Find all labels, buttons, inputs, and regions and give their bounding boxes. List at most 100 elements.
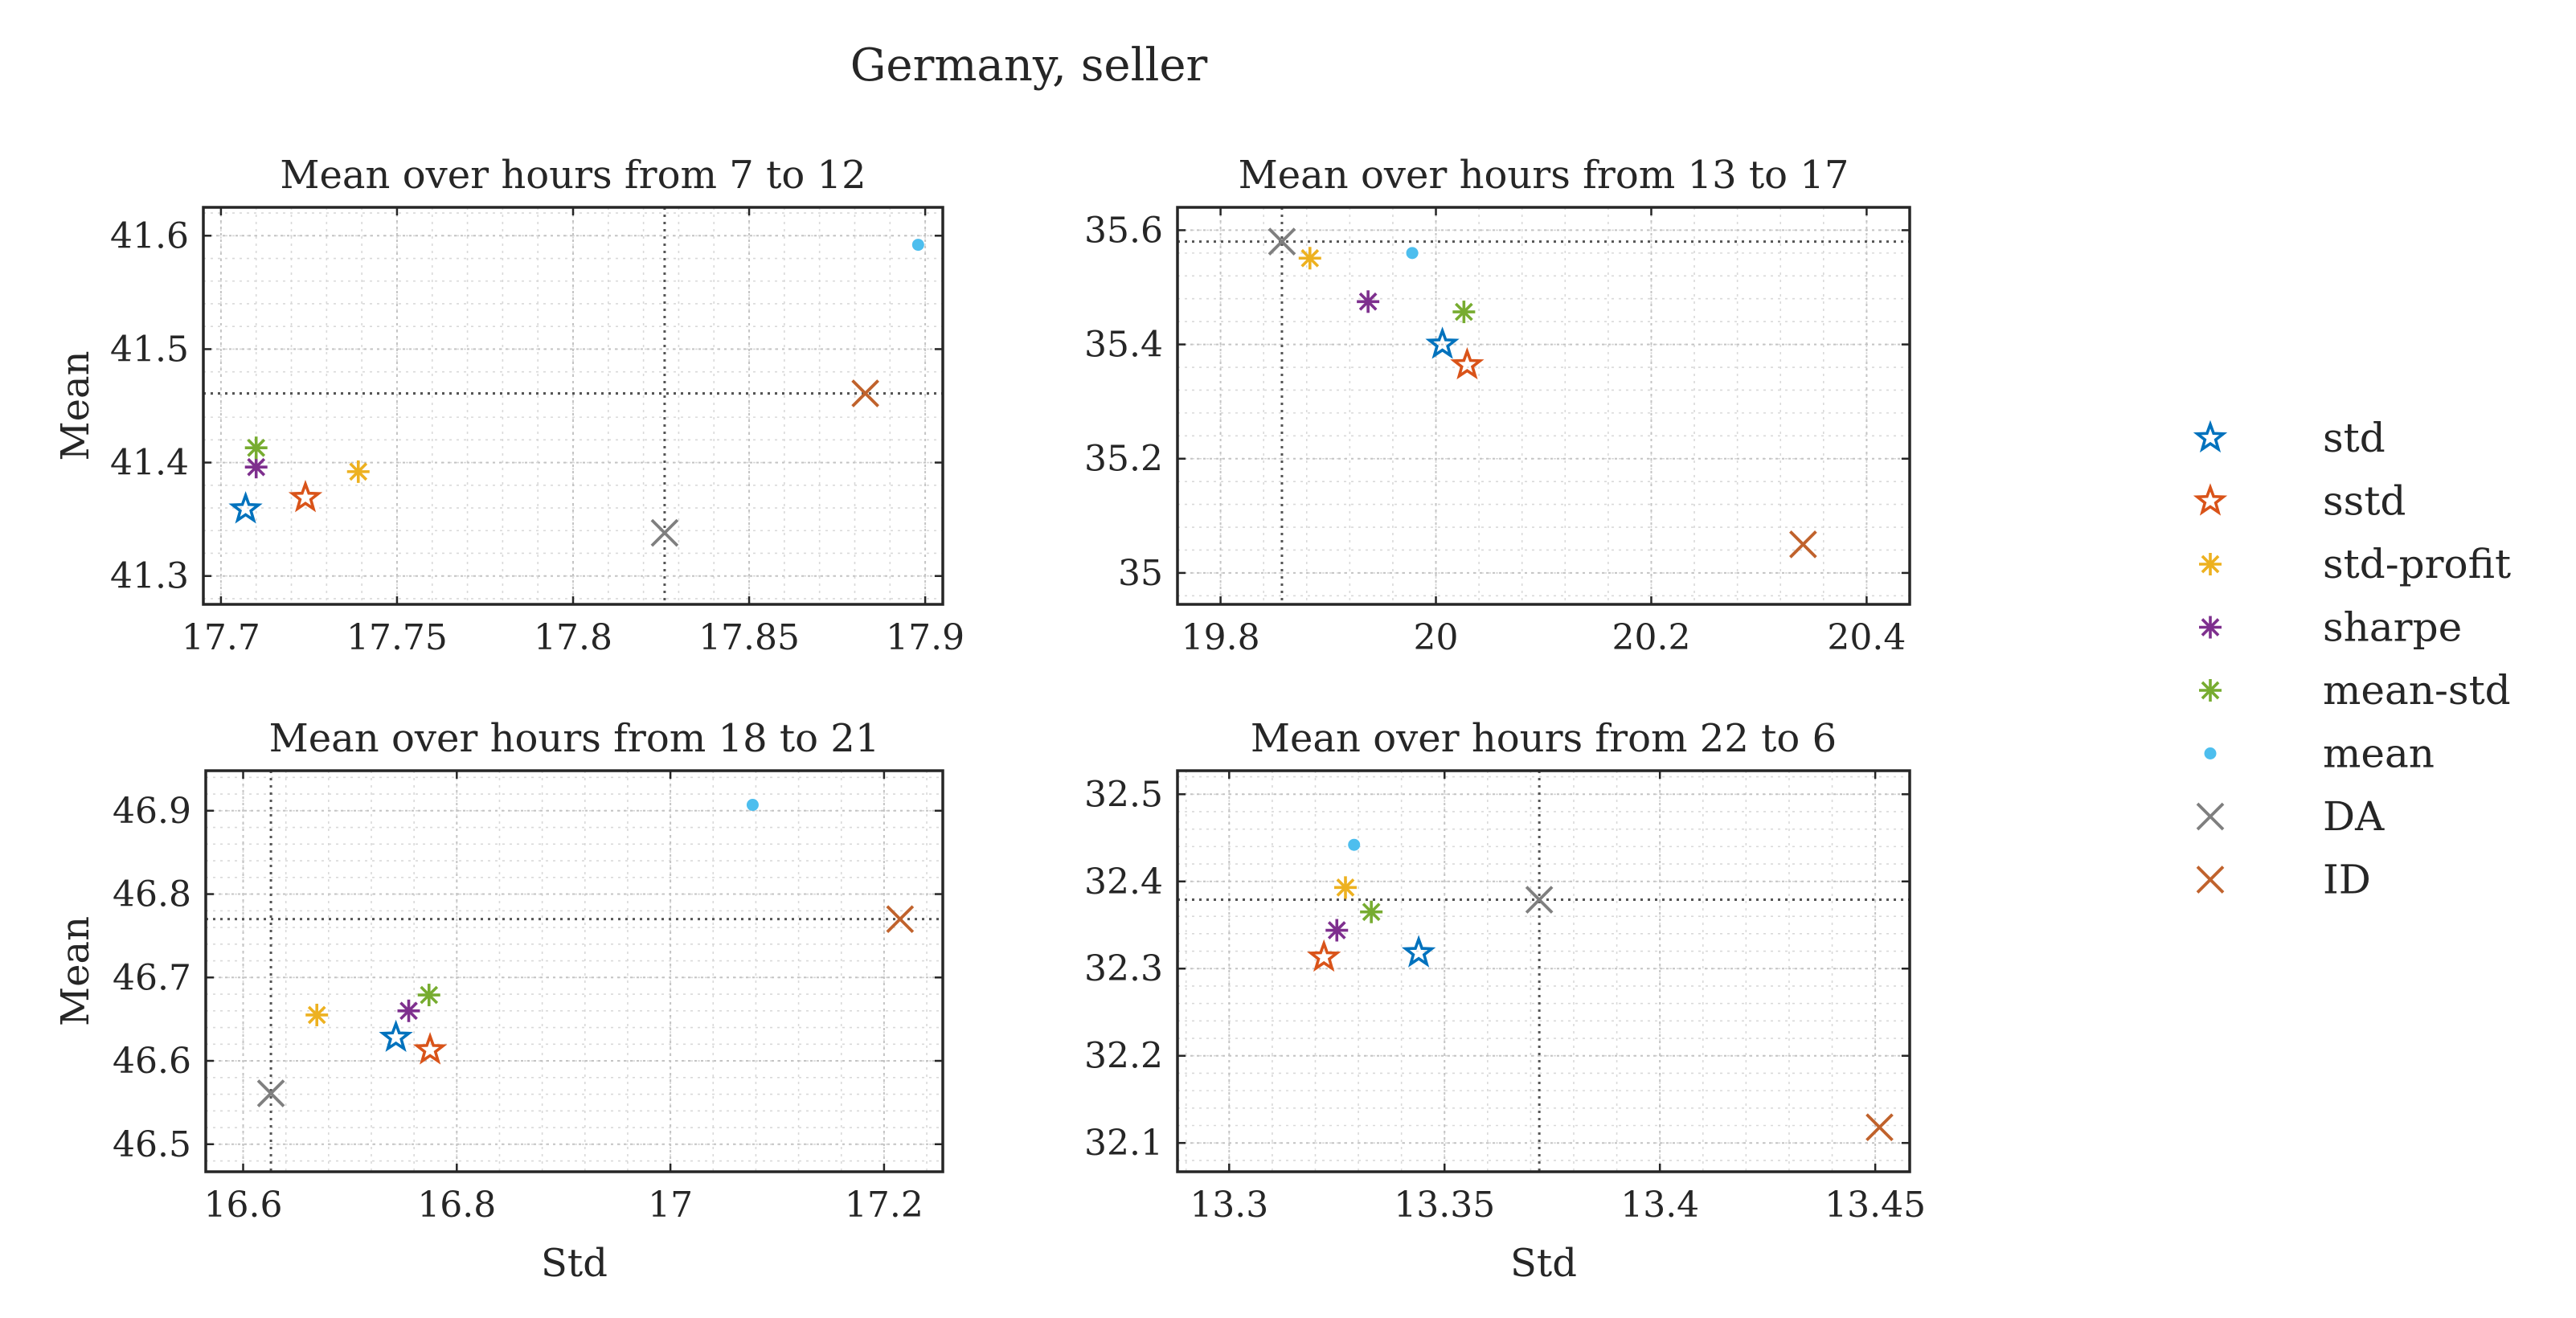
axes-box [1176, 769, 1911, 1173]
legend-label: std [2323, 415, 2386, 461]
legend-marker-std [2193, 420, 2228, 453]
y-tick-label: 35 [1118, 553, 1163, 594]
subplot-2: 19.8 20 20.2 20.4 35 35.2 35.4 35.6 Mean over ho… [1084, 153, 1911, 658]
subplot-title: Mean over hours from 18 to 21 [269, 716, 880, 761]
y-tick-label: 35.2 [1084, 439, 1163, 480]
point-std [1401, 935, 1436, 968]
x-axis-label: Std [1510, 1241, 1577, 1286]
y-tick-label: 41.4 [110, 443, 189, 484]
major-grid [1177, 771, 1910, 1172]
x-tick-label: 13.4 [1620, 1185, 1699, 1226]
y-tick-label: 35.6 [1084, 210, 1163, 251]
legend-label: ID [2323, 857, 2371, 903]
legend-marker-ID [2196, 866, 2225, 894]
legend-item-DA: DA [2196, 793, 2385, 840]
y-tick-label: 46.5 [113, 1124, 191, 1165]
point-DA [1268, 227, 1296, 256]
major-grid [203, 207, 943, 604]
point-sstd [1306, 939, 1341, 972]
legend-marker-mean [2204, 747, 2217, 759]
subplot-title: Mean over hours from 22 to 6 [1251, 716, 1837, 761]
x-tick-label: 17.75 [346, 617, 448, 658]
y-tick-label: 46.7 [113, 957, 191, 998]
x-tick-label: 13.3 [1190, 1185, 1268, 1226]
legend-label: mean [2323, 731, 2435, 777]
minor-grid [206, 771, 943, 1172]
point-DA [650, 518, 679, 547]
x-tick-label: 17.7 [182, 617, 260, 658]
point-sharpe [397, 999, 420, 1022]
legend-marker-std-profit [2199, 553, 2222, 575]
figure-title: Germany, seller [850, 39, 1208, 92]
legend-marker-DA [2196, 802, 2225, 831]
point-mean-std [417, 984, 440, 1007]
point-sstd [1450, 346, 1485, 380]
legend-label: DA [2323, 793, 2385, 840]
point-DA [1525, 886, 1554, 914]
point-mean [1348, 838, 1361, 851]
x-tick-label: 17.85 [698, 617, 800, 658]
point-std [1425, 326, 1460, 359]
point-std-profit [305, 1003, 329, 1026]
y-tick-label: 46.6 [113, 1041, 191, 1082]
x-tick-label: 17.2 [845, 1185, 924, 1226]
y-tick-label: 41.3 [110, 556, 189, 597]
y-tick-label: 46.9 [113, 791, 191, 832]
y-tick-label: 41.6 [110, 215, 189, 256]
legend-marker-mean-std [2199, 679, 2222, 702]
y-tick-label: 32.2 [1084, 1036, 1163, 1077]
legend-item-std: std [2193, 415, 2386, 461]
x-tick-label: 19.8 [1182, 617, 1260, 658]
y-tick-label: 35.4 [1084, 325, 1163, 366]
point-mean-std [244, 436, 268, 460]
point-mean-std [1452, 301, 1476, 324]
x-tick-label: 13.45 [1824, 1185, 1926, 1226]
point-DA [256, 1079, 285, 1107]
legend-label: std-profit [2323, 541, 2511, 587]
legend-item-ID: ID [2196, 857, 2371, 903]
y-tick-label: 32.4 [1084, 862, 1163, 903]
point-sstd [288, 480, 323, 513]
x-tick-label: 17.8 [534, 617, 612, 658]
x-tick-label: 17 [648, 1185, 693, 1226]
x-tick-label: 20.2 [1612, 617, 1690, 658]
point-std-profit [1333, 876, 1357, 899]
major-grid [1177, 207, 1910, 604]
major-grid [206, 771, 943, 1172]
y-axis-label: Mean [53, 350, 98, 460]
point-ID [886, 905, 915, 934]
subplot-1: 17.7 17.75 17.8 17.85 17.9 41.3 41.4 41.5 41.6 Me… [53, 153, 964, 658]
y-tick-label: 46.8 [113, 874, 191, 915]
point-sharpe [1357, 290, 1380, 313]
y-tick-label: 41.5 [110, 329, 189, 370]
x-tick-label: 17.9 [886, 617, 964, 658]
y-axis-label: Mean [53, 916, 98, 1026]
legend: std sstd std-profit sharpe mean-std mean DA ID [2193, 415, 2511, 903]
x-tick-label: 16.8 [417, 1185, 496, 1226]
legend-item-sharpe: sharpe [2199, 604, 2462, 651]
x-tick-label: 13.35 [1394, 1185, 1495, 1226]
subplot-4: 13.3 13.35 13.4 13.45 32.1 32.2 32.3 32.4 32.5 Me… [1084, 716, 1926, 1286]
axes-box [1176, 206, 1911, 606]
point-std [228, 491, 263, 524]
minor-grid [1177, 771, 1910, 1172]
point-mean [746, 799, 759, 812]
y-tick-label: 32.5 [1084, 774, 1163, 815]
point-sharpe [1325, 919, 1349, 942]
x-axis-label: Std [541, 1241, 608, 1286]
y-tick-label: 32.1 [1084, 1123, 1163, 1164]
point-std [379, 1019, 413, 1052]
axes-box [204, 769, 944, 1173]
legend-marker-sstd [2193, 483, 2228, 516]
point-std-profit [346, 460, 370, 483]
legend-item-std-profit: std-profit [2199, 541, 2511, 587]
legend-label: mean-std [2323, 667, 2511, 714]
point-mean [911, 239, 924, 252]
x-tick-label: 20.4 [1827, 617, 1906, 658]
subplot-title: Mean over hours from 13 to 17 [1239, 153, 1849, 198]
subplot-title: Mean over hours from 7 to 12 [280, 153, 866, 198]
point-mean-std [1360, 900, 1383, 923]
point-sstd [412, 1032, 448, 1065]
legend-label: sharpe [2323, 604, 2462, 651]
